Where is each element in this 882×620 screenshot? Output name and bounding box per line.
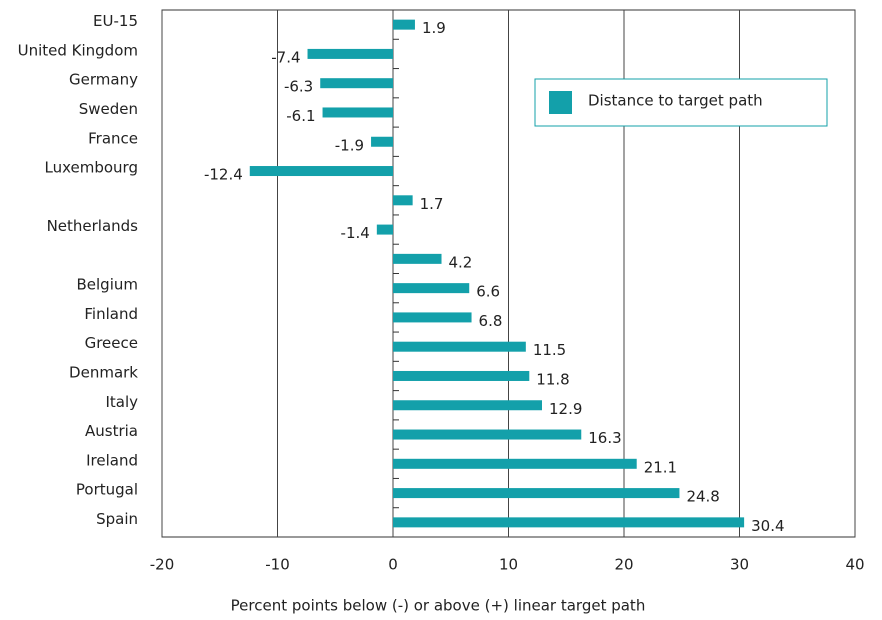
legend-label: Distance to target path <box>588 92 763 110</box>
y-tick-label: Sweden <box>79 100 138 118</box>
y-tick-label: Belgium <box>77 276 139 294</box>
value-label: -7.4 <box>271 48 300 66</box>
bar <box>376 224 393 235</box>
value-label: 1.9 <box>422 19 446 37</box>
y-tick-label: Spain <box>96 510 138 528</box>
y-tick-label: Luxembourg <box>45 159 139 177</box>
y-tick-label: Italy <box>105 393 138 411</box>
y-tick-label: United Kingdom <box>18 41 138 59</box>
value-label: -1.9 <box>335 136 364 154</box>
bar <box>393 517 745 528</box>
y-tick-label: Greece <box>85 334 138 352</box>
bar <box>307 48 393 59</box>
x-tick-label: -20 <box>150 556 175 574</box>
x-tick-label: 10 <box>499 556 518 574</box>
value-label: -1.4 <box>341 224 370 242</box>
value-label: 16.3 <box>588 429 621 447</box>
x-tick-label: 30 <box>730 556 749 574</box>
x-tick-label: 20 <box>614 556 633 574</box>
y-tick-label: Portugal <box>76 481 138 499</box>
legend-box <box>534 78 828 127</box>
y-tick-label: Austria <box>85 422 138 440</box>
bar <box>320 78 393 89</box>
bar <box>393 283 470 294</box>
value-label: -6.3 <box>284 78 313 96</box>
bar <box>393 400 542 411</box>
value-label: 24.8 <box>686 488 719 506</box>
bar <box>393 253 442 264</box>
x-tick-label: 40 <box>845 556 864 574</box>
bar <box>249 166 393 177</box>
value-label: 6.6 <box>476 283 500 301</box>
y-tick-label: Finland <box>84 305 138 323</box>
value-label: 4.2 <box>449 253 473 271</box>
y-tick-label: EU-15 <box>93 12 138 30</box>
value-label: 21.1 <box>644 458 677 476</box>
value-label: 12.9 <box>549 400 582 418</box>
y-tick-label: Germany <box>69 71 138 89</box>
bar <box>393 341 526 352</box>
bar <box>393 429 582 440</box>
bar <box>371 136 393 147</box>
value-label: 11.8 <box>536 370 569 388</box>
y-tick-label: France <box>88 129 138 147</box>
value-label: 6.8 <box>479 312 503 330</box>
x-tick-label: 0 <box>388 556 398 574</box>
value-label: 30.4 <box>751 517 784 535</box>
value-label: 11.5 <box>533 341 566 359</box>
y-tick-label: Netherlands <box>47 217 139 235</box>
x-tick-label: -10 <box>265 556 290 574</box>
y-tick-label: Denmark <box>69 363 138 381</box>
value-label: -12.4 <box>204 166 243 184</box>
legend-swatch <box>549 91 572 114</box>
bar <box>393 488 680 499</box>
bar <box>393 19 415 30</box>
bar <box>393 195 413 206</box>
x-axis-label: Percent points below (-) or above (+) li… <box>231 597 646 615</box>
bar <box>393 370 530 381</box>
bar <box>393 458 637 469</box>
y-tick-label: Ireland <box>86 451 138 469</box>
bar <box>393 312 472 323</box>
value-label: 1.7 <box>420 195 444 213</box>
bar <box>322 107 393 118</box>
value-label: -6.1 <box>286 107 315 125</box>
